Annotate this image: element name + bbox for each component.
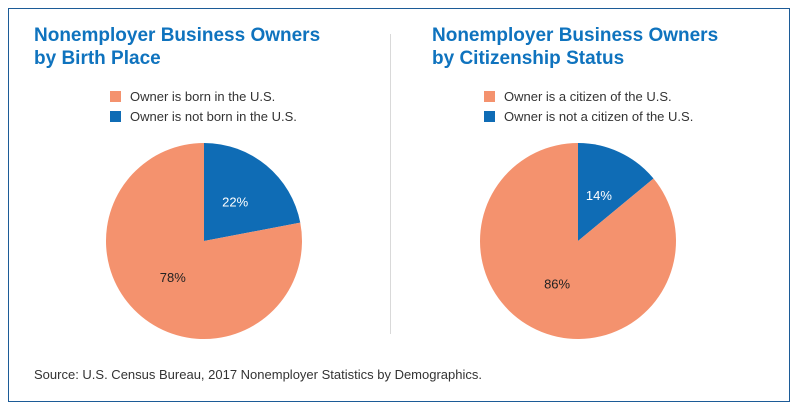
panel-divider <box>390 34 391 334</box>
panel-2-title: Nonemployer Business Owners by Citizensh… <box>432 24 718 70</box>
panel-2-title-line2: by Citizenship Status <box>432 48 625 69</box>
pie-chart-citizenship: 14% 86% <box>480 143 677 339</box>
pie-chart-birth-place: 22% 78% <box>105 143 302 339</box>
legend-item-not-born-us: Owner is not born in the U.S. <box>110 106 297 126</box>
legend-swatch-blue <box>110 110 121 122</box>
pie-slice-majority <box>480 143 677 339</box>
panel-1-legend: Owner is born in the U.S. Owner is not b… <box>110 86 297 126</box>
panel-1-title-line2: by Birth Place <box>34 48 161 69</box>
pie-slice-minority <box>578 143 654 241</box>
legend-swatch-blue <box>484 110 495 122</box>
panel-1-title-line1: Nonemployer Business Owners <box>34 25 321 46</box>
source-note: Source: U.S. Census Bureau, 2017 Nonempl… <box>34 367 482 382</box>
pie-slice-majority <box>105 143 302 339</box>
pie-data-label: 14% <box>586 188 612 203</box>
panel-1-title: Nonemployer Business Owners by Birth Pla… <box>34 24 320 70</box>
legend-label: Owner is not a citizen of the U.S. <box>504 108 694 124</box>
legend-item-born-us: Owner is born in the U.S. <box>110 86 297 106</box>
legend-label: Owner is born in the U.S. <box>130 88 276 104</box>
panel-2-title-line1: Nonemployer Business Owners <box>432 25 719 46</box>
pie-slice-minority <box>204 143 301 241</box>
legend-swatch-salmon <box>110 90 121 102</box>
pie-data-label: 22% <box>222 195 248 210</box>
legend-label: Owner is not born in the U.S. <box>130 108 297 124</box>
pie-data-label: 78% <box>160 270 186 285</box>
legend-item-not-citizen: Owner is not a citizen of the U.S. <box>484 106 693 126</box>
legend-swatch-salmon <box>484 90 495 102</box>
legend-item-citizen: Owner is a citizen of the U.S. <box>484 86 693 106</box>
panel-2-legend: Owner is a citizen of the U.S. Owner is … <box>484 86 693 126</box>
pie-data-label: 86% <box>544 277 570 292</box>
legend-label: Owner is a citizen of the U.S. <box>504 88 672 104</box>
